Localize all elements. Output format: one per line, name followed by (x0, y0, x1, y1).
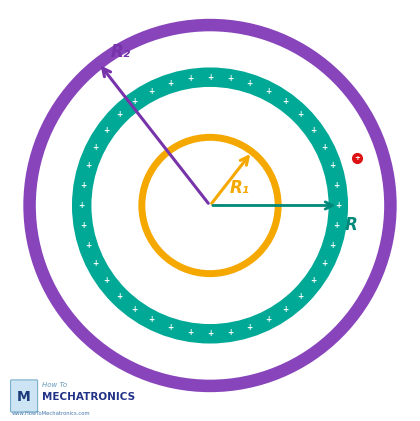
Text: +: + (167, 79, 173, 88)
Text: +: + (149, 87, 155, 96)
Text: +: + (116, 292, 122, 301)
Text: +: + (282, 305, 289, 314)
Text: +: + (85, 241, 91, 250)
Text: +: + (167, 323, 173, 332)
Text: +: + (265, 87, 271, 96)
Text: +: + (298, 292, 304, 301)
Text: +: + (265, 315, 271, 324)
Text: +: + (247, 323, 253, 332)
Text: +: + (227, 74, 233, 83)
Text: +: + (149, 315, 155, 324)
Text: +: + (85, 161, 91, 171)
Text: +: + (354, 155, 360, 161)
Text: +: + (187, 74, 193, 83)
Text: +: + (227, 328, 233, 337)
Text: +: + (329, 161, 335, 171)
Text: R₁: R₁ (230, 179, 250, 197)
Text: M: M (17, 390, 31, 404)
Text: +: + (103, 125, 109, 135)
Text: +: + (92, 259, 99, 268)
Text: +: + (298, 110, 304, 119)
Text: +: + (333, 181, 340, 190)
Text: www.HowToMechatronics.com: www.HowToMechatronics.com (11, 411, 90, 416)
Text: +: + (311, 277, 317, 285)
Text: +: + (321, 143, 328, 152)
Text: +: + (207, 73, 213, 82)
Text: +: + (207, 329, 213, 338)
Text: +: + (247, 79, 253, 88)
Text: +: + (187, 328, 193, 337)
Text: How To: How To (42, 382, 67, 388)
Text: +: + (282, 97, 289, 106)
Text: +: + (311, 125, 317, 135)
Text: +: + (321, 259, 328, 268)
FancyBboxPatch shape (10, 380, 38, 412)
Text: +: + (329, 241, 335, 250)
Text: +: + (335, 201, 341, 210)
Text: +: + (131, 97, 138, 106)
Text: +: + (80, 221, 87, 230)
Text: +: + (116, 110, 122, 119)
Text: +: + (333, 221, 340, 230)
Text: +: + (131, 305, 138, 314)
Text: +: + (103, 277, 109, 285)
Text: +: + (80, 181, 87, 190)
Text: MECHATRONICS: MECHATRONICS (42, 392, 135, 402)
Text: R: R (344, 216, 357, 234)
Text: R₂: R₂ (111, 43, 131, 61)
Text: +: + (92, 143, 99, 152)
Text: +: + (79, 201, 85, 210)
